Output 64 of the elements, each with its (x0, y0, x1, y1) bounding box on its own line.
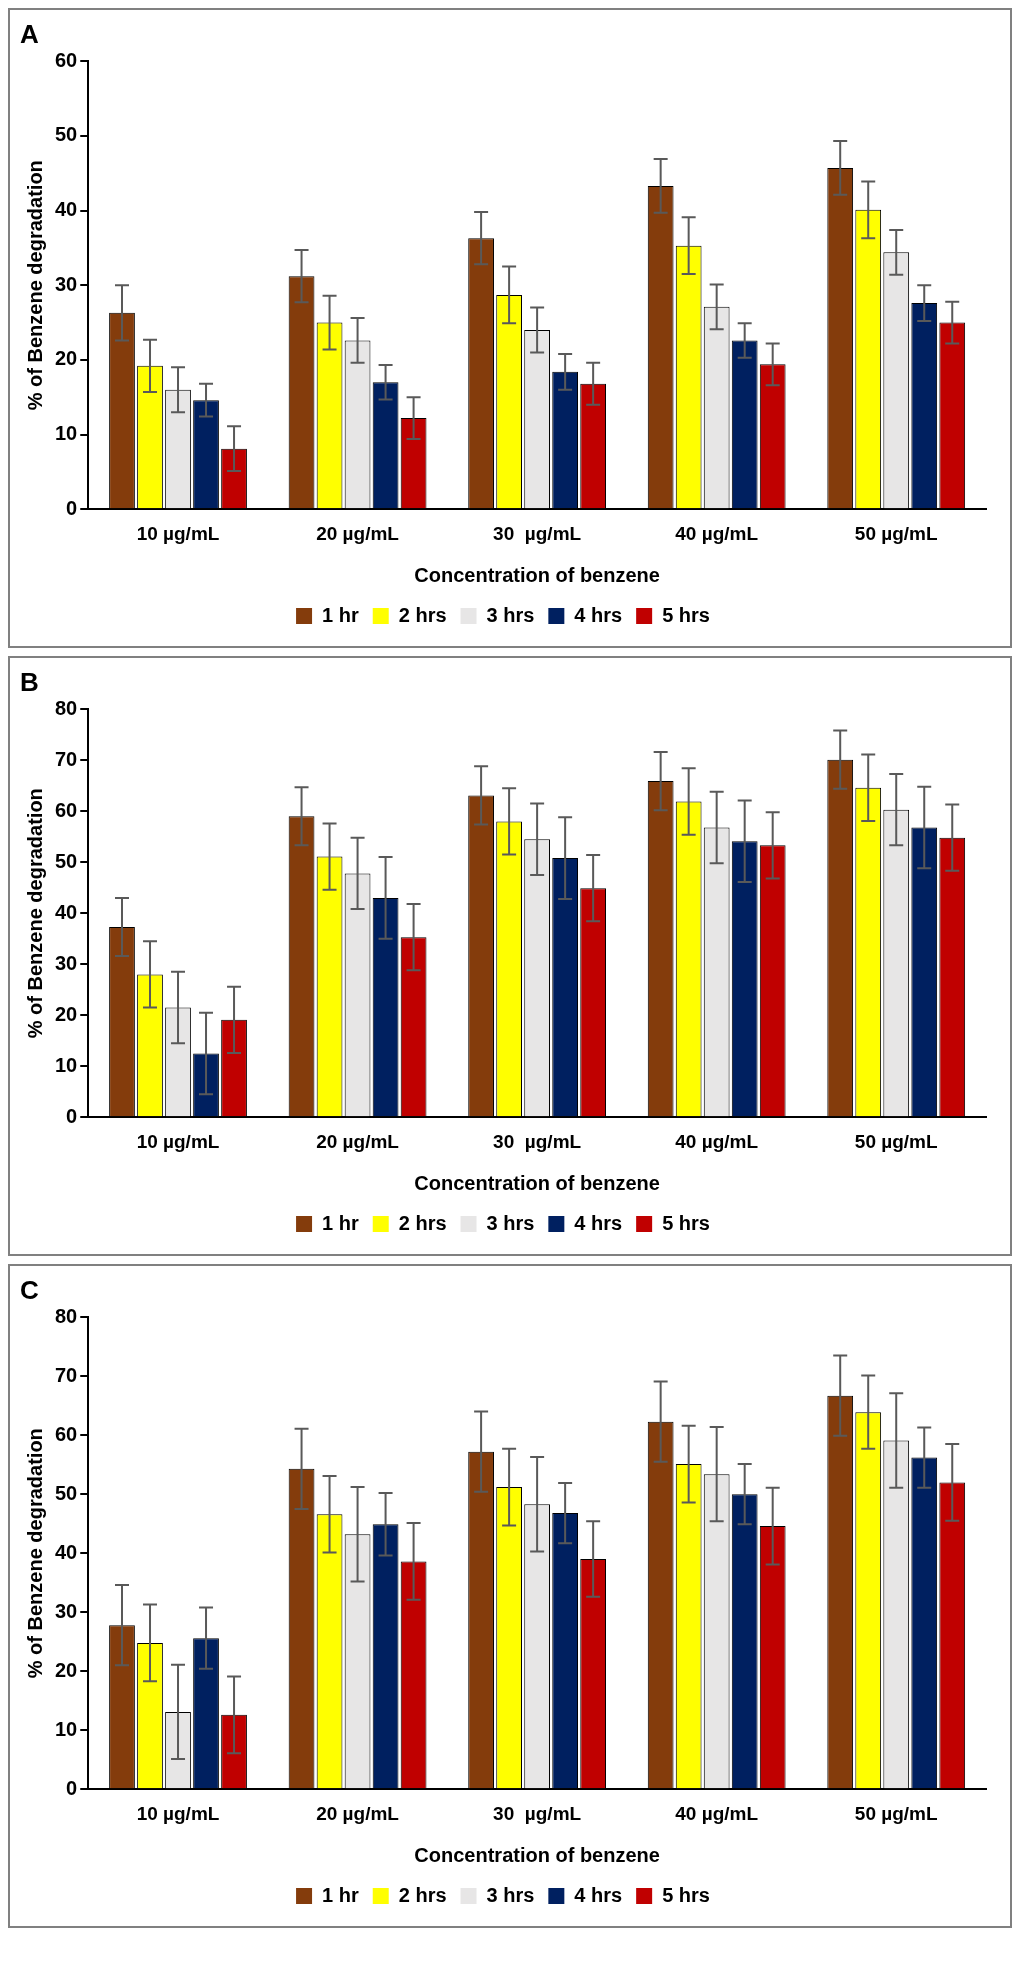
legend-label: 5 hrs (662, 1883, 710, 1906)
x-tick-label: 30 µg/mL (493, 1130, 582, 1152)
y-axis-title: % of Benzene degradation (23, 788, 46, 1039)
y-tick-label: 40 (55, 198, 78, 221)
chart-title: A (20, 18, 39, 49)
legend-label: 3 hrs (486, 1883, 535, 1906)
y-tick-label: 40 (55, 1540, 78, 1563)
y-tick-label: 40 (55, 900, 78, 923)
y-tick-label: 50 (55, 123, 78, 146)
x-axis-title: Concentration of benzene (414, 563, 660, 586)
y-tick-label: 10 (55, 1053, 78, 1076)
y-tick-label: 70 (55, 747, 78, 770)
x-tick-label: 20 µg/mL (316, 522, 400, 544)
x-axis-title: Concentration of benzene (414, 1171, 660, 1194)
y-tick-label: 80 (55, 696, 78, 719)
x-tick-label: 20 µg/mL (316, 1130, 400, 1152)
legend-label: 4 hrs (574, 603, 623, 626)
x-tick-label: 20 µg/mL (316, 1802, 400, 1824)
x-tick-label: 30 µg/mL (493, 1802, 582, 1824)
y-tick-label: 0 (66, 1776, 78, 1799)
y-tick-label: 0 (66, 1104, 78, 1127)
y-tick-label: 30 (55, 272, 78, 295)
legend-label: 5 hrs (662, 603, 710, 626)
x-tick-label: 10 µg/mL (136, 1130, 220, 1152)
y-tick-label: 20 (55, 347, 78, 370)
x-tick-label: 10 µg/mL (136, 522, 220, 544)
legend-label: 2 hrs (398, 1883, 447, 1906)
x-tick-label: 10 µg/mL (136, 1802, 220, 1824)
x-tick-label: 50 µg/mL (854, 522, 938, 544)
y-tick-label: 70 (55, 1363, 78, 1386)
legend-label: 4 hrs (574, 1211, 623, 1234)
legend-label: 3 hrs (486, 1211, 535, 1234)
y-tick-label: 20 (55, 1002, 78, 1025)
y-tick-label: 30 (55, 951, 78, 974)
chart-title: C (20, 1274, 39, 1305)
y-tick-label: 20 (55, 1658, 78, 1681)
y-tick-label: 60 (55, 1422, 78, 1445)
y-axis-title: % of Benzene degradation (23, 1428, 46, 1679)
legend-label: 5 hrs (662, 1211, 710, 1234)
x-axis-title: Concentration of benzene (414, 1843, 660, 1866)
x-tick-label: 40 µg/mL (675, 522, 759, 544)
legend-label: 3 hrs (486, 603, 535, 626)
chart-title: B (20, 666, 39, 697)
y-tick-label: 10 (55, 1717, 78, 1740)
y-tick-label: 30 (55, 1599, 78, 1622)
y-tick-label: 60 (55, 798, 78, 821)
legend-label: 1 hr (322, 1883, 359, 1906)
y-tick-label: 0 (66, 496, 78, 519)
legend-label: 2 hrs (398, 603, 447, 626)
y-tick-label: 10 (55, 422, 78, 445)
y-tick-label: 50 (55, 849, 78, 872)
y-tick-label: 80 (55, 1304, 78, 1327)
x-tick-label: 40 µg/mL (675, 1802, 759, 1824)
legend-label: 2 hrs (398, 1211, 447, 1234)
y-tick-label: 50 (55, 1481, 78, 1504)
legend-label: 1 hr (322, 1211, 359, 1234)
x-tick-label: 30 µg/mL (493, 522, 582, 544)
y-tick-label: 60 (55, 48, 78, 71)
y-axis-title: % of Benzene degradation (23, 160, 46, 411)
legend-label: 4 hrs (574, 1883, 623, 1906)
x-tick-label: 50 µg/mL (854, 1802, 938, 1824)
legend-label: 1 hr (322, 603, 359, 626)
x-tick-label: 50 µg/mL (854, 1130, 938, 1152)
x-tick-label: 40 µg/mL (675, 1130, 759, 1152)
